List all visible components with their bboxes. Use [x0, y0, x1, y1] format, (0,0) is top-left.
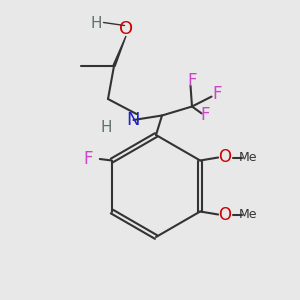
- Text: O: O: [119, 20, 133, 38]
- Polygon shape: [113, 36, 126, 66]
- Text: H: H: [90, 16, 102, 32]
- Text: F: F: [213, 85, 222, 103]
- Text: O: O: [218, 206, 231, 224]
- Text: H: H: [101, 120, 112, 135]
- Text: Me: Me: [239, 151, 257, 164]
- Text: Me: Me: [239, 208, 257, 221]
- Text: N: N: [127, 111, 140, 129]
- Text: F: F: [187, 72, 197, 90]
- Text: F: F: [201, 106, 210, 124]
- Text: O: O: [218, 148, 231, 166]
- Text: F: F: [83, 150, 93, 168]
